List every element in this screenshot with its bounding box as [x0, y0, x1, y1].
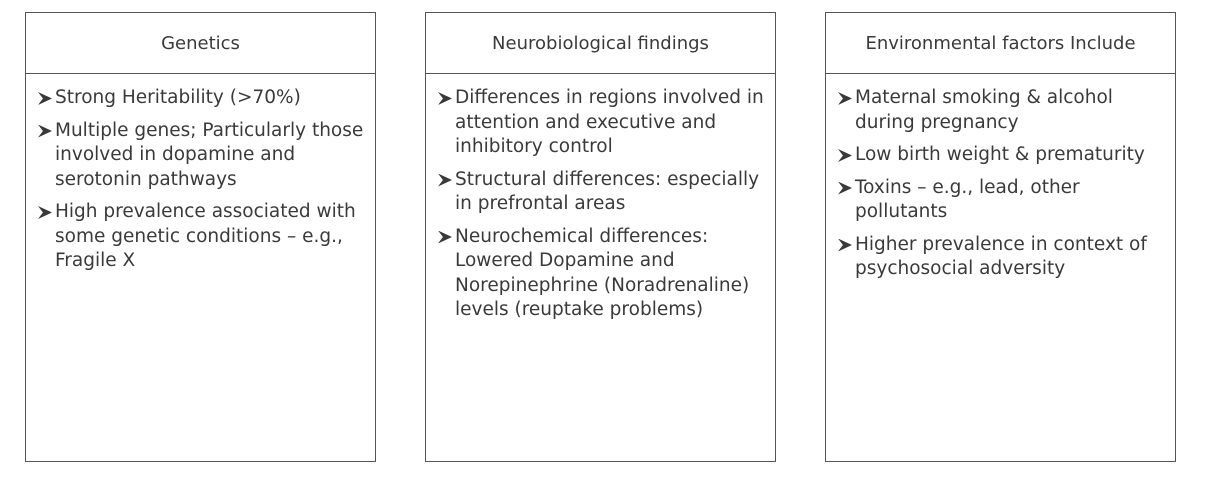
column-title: Environmental factors Include	[826, 13, 1175, 74]
bullet-item: Higher prevalence in context of psychoso…	[838, 233, 1167, 282]
bullet-item: Maternal smoking & alcohol during pregna…	[838, 86, 1167, 135]
column-box: Genetics Strong Heritability (>70%) Multip…	[25, 12, 376, 462]
bullet-item: Neurochemical differences: Lowered Dopam…	[438, 225, 767, 323]
bullet-item: Structural differences: especially in pr…	[438, 168, 767, 217]
bullet-list: Strong Heritability (>70%) Multiple genes…	[26, 74, 375, 274]
bullet-list: Differences in regions involved in atten…	[426, 74, 775, 323]
bullet-item: High prevalence associated with some gen…	[38, 200, 367, 274]
column-box: Neurobiological findings Differences in r…	[425, 12, 776, 462]
bullet-item: Multiple genes; Particularly those invol…	[38, 119, 367, 193]
column-box: Environmental factors Include Maternal sm…	[825, 12, 1176, 462]
bullet-item: Differences in regions involved in atten…	[438, 86, 767, 160]
column-title: Genetics	[26, 13, 375, 74]
bullet-item: Strong Heritability (>70%)	[38, 86, 367, 111]
bullet-item: Low birth weight & prematurity	[838, 143, 1167, 168]
column-title: Neurobiological findings	[426, 13, 775, 74]
bullet-list: Maternal smoking & alcohol during pregna…	[826, 74, 1175, 282]
bullet-item: Toxins – e.g., lead, other pollutants	[838, 176, 1167, 225]
